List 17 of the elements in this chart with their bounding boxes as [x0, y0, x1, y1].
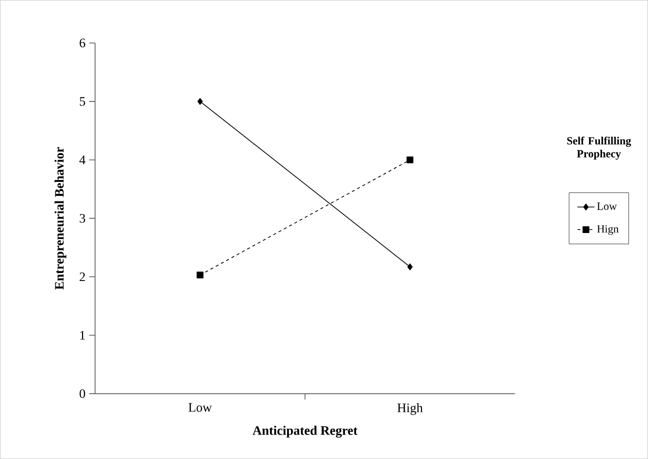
- y-tick-label: 1: [80, 330, 85, 340]
- y-tick-label: 5: [80, 97, 86, 106]
- y-tick-label: 0: [80, 389, 86, 398]
- point: [407, 263, 413, 270]
- y-axis-title: Entrepreneurial Behavior: [54, 147, 66, 290]
- y-tick-label: 6: [80, 38, 86, 48]
- x-axis-title: Anticipated Regret: [252, 426, 358, 438]
- y-tick-label: 3: [80, 214, 86, 223]
- point: [197, 98, 203, 105]
- legend-label: Hign: [597, 225, 619, 235]
- point: [406, 156, 414, 164]
- y-tick-label: 4: [79, 156, 86, 164]
- legend-title: Self Fulfilling Prophecy: [567, 136, 632, 160]
- point: [196, 272, 204, 278]
- y-tick-label: 2: [80, 272, 85, 282]
- legend-label: Low: [597, 202, 617, 210]
- x-tick-label: High: [397, 403, 423, 415]
